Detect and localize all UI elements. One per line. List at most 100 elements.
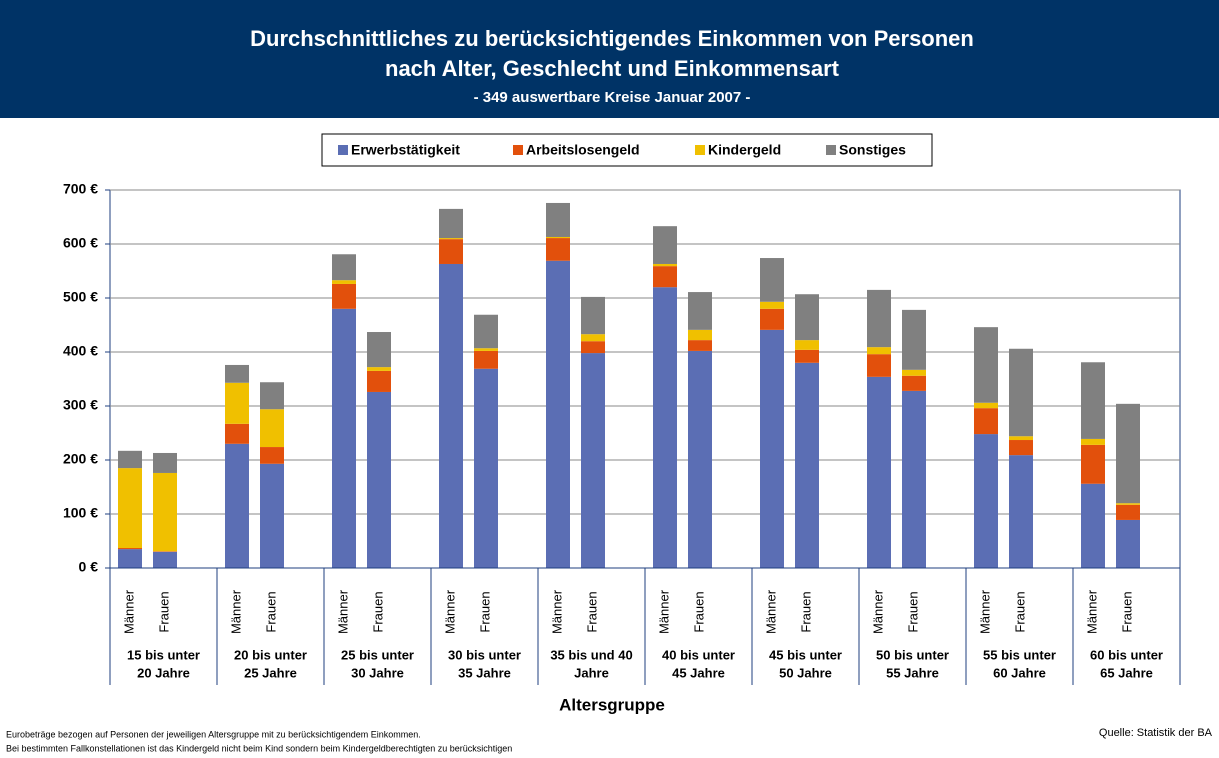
- bar-segment: [118, 468, 142, 549]
- bar-segment: [902, 390, 926, 568]
- bar-segment: [332, 308, 356, 568]
- x-tick-label: Männer: [121, 589, 136, 634]
- bar-segment: [439, 208, 463, 239]
- y-tick-label: 0 €: [79, 559, 99, 575]
- bar-segment: [1116, 503, 1140, 505]
- x-tick-label: Männer: [656, 589, 671, 634]
- group-label: 65 Jahre: [1100, 665, 1153, 680]
- y-tick-label: 200 €: [63, 451, 98, 467]
- x-tick-label: Männer: [335, 589, 350, 634]
- bar-segment: [546, 236, 570, 239]
- legend-swatch: [338, 145, 348, 155]
- bar-segment: [760, 258, 784, 302]
- bar-segment: [581, 341, 605, 354]
- bar-segment: [225, 382, 249, 424]
- bar-segment: [688, 350, 712, 568]
- x-tick-label: Männer: [1084, 589, 1099, 634]
- group-label: 35 Jahre: [458, 665, 511, 680]
- bar-segment: [760, 329, 784, 568]
- group-label: 50 bis unter: [876, 647, 949, 662]
- bar-segment: [439, 238, 463, 240]
- x-tick-label: Frauen: [263, 591, 278, 632]
- bar-segment: [225, 423, 249, 444]
- bar-segment: [795, 340, 819, 350]
- x-tick-label: Männer: [549, 589, 564, 634]
- bar-segment: [367, 370, 391, 392]
- chart-title: Durchschnittliches zu berücksichtigendes…: [250, 26, 974, 51]
- group-label: 30 Jahre: [351, 665, 404, 680]
- bar-segment: [974, 327, 998, 403]
- x-tick-label: Frauen: [477, 591, 492, 632]
- footnote: Bei bestimmten Fallkonstellationen ist d…: [6, 743, 512, 753]
- x-tick-label: Frauen: [798, 591, 813, 632]
- bar-segment: [153, 472, 177, 552]
- bar-segment: [1009, 455, 1033, 568]
- bar-segment: [118, 549, 142, 568]
- bar-segment: [795, 362, 819, 568]
- legend-swatch: [513, 145, 523, 155]
- group-label: Jahre: [574, 665, 609, 680]
- bar-segment: [260, 447, 284, 464]
- bar-segment: [1009, 440, 1033, 456]
- legend-label: Arbeitslosengeld: [526, 142, 640, 158]
- legend-label: Sonstiges: [839, 142, 906, 158]
- bar-segment: [760, 301, 784, 309]
- x-tick-label: Frauen: [691, 591, 706, 632]
- group-label: 55 bis unter: [983, 647, 1056, 662]
- bar-segment: [902, 309, 926, 370]
- x-tick-label: Männer: [763, 589, 778, 634]
- bar-segment: [653, 263, 677, 267]
- bar-segment: [1009, 348, 1033, 437]
- bar-segment: [974, 408, 998, 435]
- y-tick-label: 400 €: [63, 343, 98, 359]
- bar-segment: [546, 260, 570, 568]
- group-label: 35 bis und 40: [550, 647, 632, 662]
- group-label: 15 bis unter: [127, 647, 200, 662]
- bar-segment: [367, 391, 391, 568]
- x-tick-label: Frauen: [584, 591, 599, 632]
- header-band: [0, 0, 1219, 118]
- x-tick-label: Männer: [228, 589, 243, 634]
- bar-segment: [439, 263, 463, 568]
- bar-segment: [118, 548, 142, 550]
- x-tick-label: Frauen: [905, 591, 920, 632]
- y-tick-label: 300 €: [63, 397, 98, 413]
- bar-segment: [581, 353, 605, 568]
- x-tick-label: Frauen: [156, 591, 171, 632]
- bar-segment: [688, 340, 712, 351]
- bar-segment: [546, 238, 570, 261]
- bar-segment: [260, 463, 284, 568]
- bar-segment: [332, 283, 356, 309]
- bar-segment: [367, 367, 391, 371]
- group-label: 60 bis unter: [1090, 647, 1163, 662]
- bar-segment: [688, 329, 712, 341]
- bar-segment: [867, 289, 891, 348]
- x-tick-label: Männer: [442, 589, 457, 634]
- bar-segment: [795, 349, 819, 363]
- bar-segment: [688, 292, 712, 330]
- bar-segment: [653, 226, 677, 264]
- y-tick-label: 700 €: [63, 181, 98, 197]
- group-label: 55 Jahre: [886, 665, 939, 680]
- x-tick-label: Frauen: [1012, 591, 1027, 632]
- bar-segment: [367, 332, 391, 368]
- bar-segment: [153, 452, 177, 473]
- group-label: 50 Jahre: [779, 665, 832, 680]
- footnote: Eurobeträge bezogen auf Personen der jew…: [6, 729, 421, 739]
- bar-segment: [1116, 504, 1140, 520]
- bar-segment: [118, 450, 142, 469]
- bar-segment: [1081, 362, 1105, 439]
- bar-segment: [581, 296, 605, 335]
- group-label: 20 Jahre: [137, 665, 190, 680]
- bar-segment: [332, 254, 356, 281]
- bar-segment: [225, 443, 249, 568]
- bar-segment: [653, 266, 677, 288]
- bar-segment: [225, 364, 249, 383]
- x-tick-label: Frauen: [370, 591, 385, 632]
- bar-segment: [1081, 483, 1105, 568]
- bar-segment: [439, 239, 463, 264]
- legend-label: Erwerbstätigkeit: [351, 142, 460, 158]
- bar-segment: [546, 202, 570, 237]
- bar-segment: [474, 348, 498, 351]
- bar-segment: [1081, 438, 1105, 445]
